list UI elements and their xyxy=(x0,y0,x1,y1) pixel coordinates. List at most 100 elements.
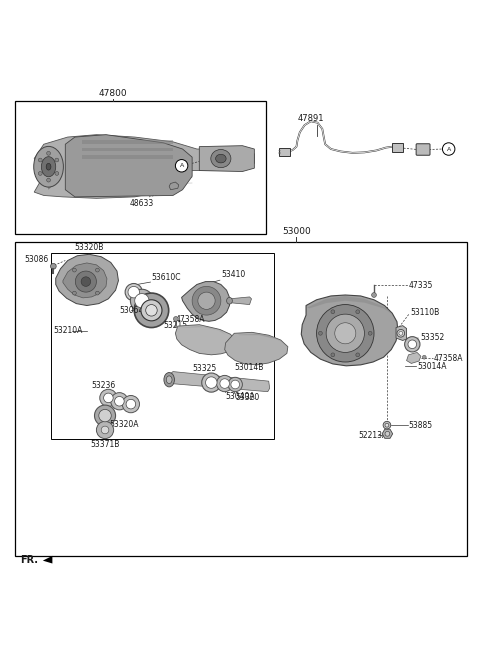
Circle shape xyxy=(96,291,99,295)
Polygon shape xyxy=(56,254,119,306)
Circle shape xyxy=(135,294,149,308)
Polygon shape xyxy=(382,429,393,438)
Polygon shape xyxy=(43,556,52,564)
Circle shape xyxy=(95,405,116,426)
FancyBboxPatch shape xyxy=(279,153,280,154)
Text: 47390B: 47390B xyxy=(215,152,244,162)
Circle shape xyxy=(75,271,96,292)
Text: 53014A: 53014A xyxy=(417,362,446,371)
Polygon shape xyxy=(407,352,421,363)
Circle shape xyxy=(335,323,356,344)
Text: 48633: 48633 xyxy=(130,199,154,208)
Text: 53210A: 53210A xyxy=(53,327,83,335)
Circle shape xyxy=(128,286,140,298)
Text: A: A xyxy=(180,164,184,168)
Text: FR.: FR. xyxy=(20,555,38,564)
Circle shape xyxy=(331,310,335,313)
Circle shape xyxy=(141,300,162,321)
Circle shape xyxy=(175,160,188,172)
Polygon shape xyxy=(180,326,226,334)
Polygon shape xyxy=(225,332,288,365)
FancyBboxPatch shape xyxy=(279,152,280,153)
Polygon shape xyxy=(396,326,407,340)
Ellipse shape xyxy=(46,164,51,170)
Polygon shape xyxy=(82,148,173,151)
Text: 53086: 53086 xyxy=(24,255,48,263)
Text: 53064: 53064 xyxy=(120,306,144,315)
Polygon shape xyxy=(34,135,254,198)
Circle shape xyxy=(38,171,42,175)
Circle shape xyxy=(173,317,178,321)
Polygon shape xyxy=(301,295,398,366)
Circle shape xyxy=(385,423,389,427)
Text: 53325: 53325 xyxy=(192,363,216,373)
Circle shape xyxy=(122,396,140,413)
Circle shape xyxy=(192,286,221,315)
Circle shape xyxy=(55,171,59,175)
Circle shape xyxy=(372,292,376,298)
Text: 47800: 47800 xyxy=(99,89,128,98)
Polygon shape xyxy=(87,166,178,197)
Polygon shape xyxy=(175,325,236,355)
FancyBboxPatch shape xyxy=(15,242,468,556)
Ellipse shape xyxy=(227,298,232,304)
Text: 52213A: 52213A xyxy=(359,431,388,440)
Circle shape xyxy=(385,432,390,436)
Circle shape xyxy=(101,426,109,434)
Circle shape xyxy=(99,409,111,422)
FancyBboxPatch shape xyxy=(416,144,430,155)
Ellipse shape xyxy=(211,150,231,168)
Text: 53236: 53236 xyxy=(92,381,116,390)
Circle shape xyxy=(198,292,215,309)
Circle shape xyxy=(38,158,42,162)
Circle shape xyxy=(228,377,242,392)
Text: 47891: 47891 xyxy=(298,114,324,123)
Text: A: A xyxy=(446,147,451,152)
Polygon shape xyxy=(181,282,229,321)
Circle shape xyxy=(216,375,233,392)
Circle shape xyxy=(356,310,360,313)
Circle shape xyxy=(146,305,157,316)
Circle shape xyxy=(126,399,136,409)
Circle shape xyxy=(443,143,455,155)
Text: 47358A: 47358A xyxy=(175,315,205,324)
Text: 53110B: 53110B xyxy=(410,308,439,317)
Polygon shape xyxy=(82,141,173,145)
Polygon shape xyxy=(169,182,179,190)
Polygon shape xyxy=(44,157,58,190)
Polygon shape xyxy=(166,372,270,392)
Text: 53410: 53410 xyxy=(222,270,246,279)
Text: 53320A: 53320A xyxy=(109,420,139,430)
Ellipse shape xyxy=(34,147,63,187)
Circle shape xyxy=(131,289,154,312)
Text: 53215: 53215 xyxy=(163,321,188,330)
Text: 53352: 53352 xyxy=(420,333,444,342)
Circle shape xyxy=(104,393,113,403)
Circle shape xyxy=(408,340,417,349)
Text: 53040A: 53040A xyxy=(226,392,255,401)
Circle shape xyxy=(111,393,128,410)
Circle shape xyxy=(47,178,50,182)
Text: 53000: 53000 xyxy=(282,227,311,236)
Circle shape xyxy=(231,380,240,389)
Ellipse shape xyxy=(41,156,56,177)
Circle shape xyxy=(319,331,323,335)
Text: 53885: 53885 xyxy=(408,420,432,430)
Polygon shape xyxy=(65,135,192,197)
Circle shape xyxy=(331,353,335,357)
Circle shape xyxy=(72,291,76,295)
Text: 47335: 47335 xyxy=(409,281,433,290)
Ellipse shape xyxy=(216,154,226,163)
Text: 53610C: 53610C xyxy=(152,273,181,282)
Circle shape xyxy=(397,329,405,337)
FancyBboxPatch shape xyxy=(279,150,280,151)
Circle shape xyxy=(81,277,91,286)
Text: 47358A: 47358A xyxy=(434,353,463,363)
Circle shape xyxy=(125,284,143,301)
Circle shape xyxy=(368,331,372,335)
FancyBboxPatch shape xyxy=(15,101,266,234)
Circle shape xyxy=(317,305,374,362)
Circle shape xyxy=(405,336,420,352)
Circle shape xyxy=(326,314,364,352)
Circle shape xyxy=(356,353,360,357)
